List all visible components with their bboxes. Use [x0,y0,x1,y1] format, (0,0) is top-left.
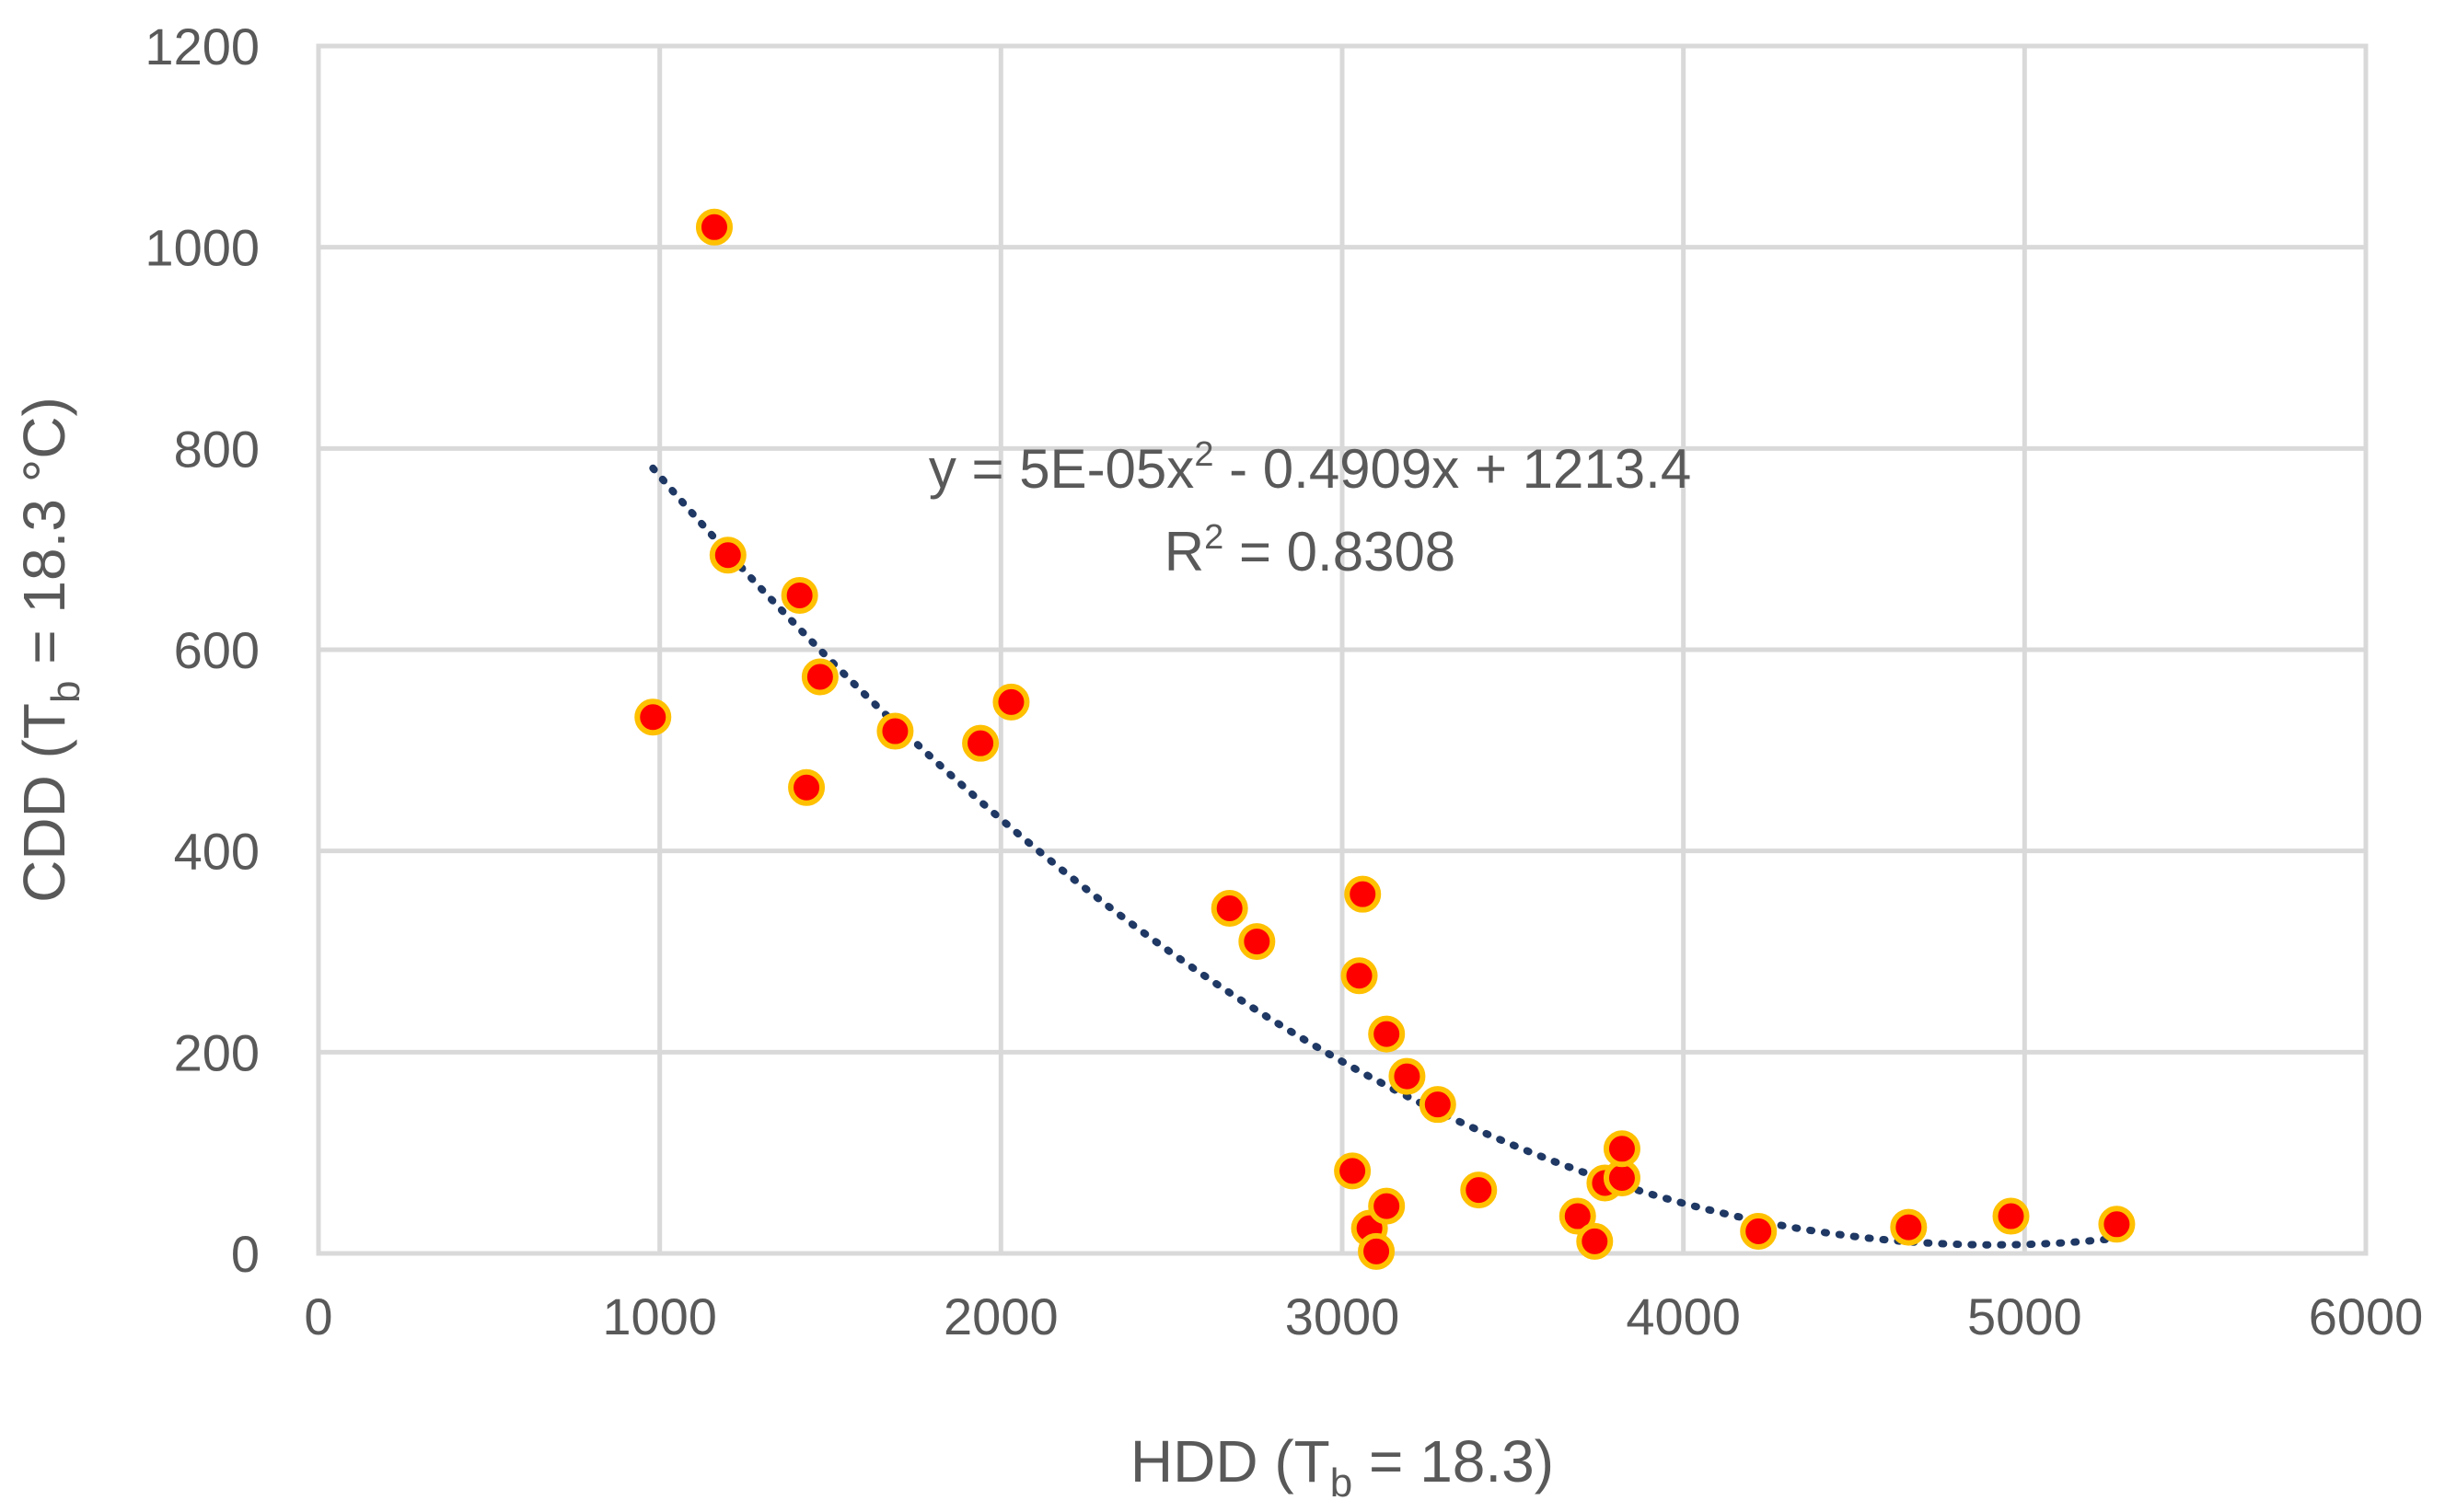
x-tick-label: 0 [304,1287,332,1345]
data-point [2098,1206,2136,1243]
x-tick-label: 3000 [1285,1287,1400,1345]
y-tick-label: 1200 [145,17,260,75]
data-point [695,208,733,246]
y-tick-label: 800 [174,420,260,478]
trendline [649,464,2121,1249]
data-point [1740,1212,1778,1250]
x-axis-ticks: 0 1000 2000 3000 4000 5000 6000 [304,1287,2423,1345]
data-point [781,576,818,614]
data-point [1238,923,1276,961]
y-tick-label: 0 [231,1225,260,1283]
data-point [1388,1057,1426,1095]
data-point [634,698,672,736]
data-point [1419,1086,1456,1124]
data-point [1334,1152,1372,1190]
data-point [1358,1232,1396,1270]
data-point [1559,1197,1596,1235]
data-point [1890,1208,1928,1246]
data-point [992,683,1030,721]
data-points [634,208,2136,1270]
data-point [1368,1187,1406,1225]
x-axis-title: HDD (Tb = 18.3) [1130,1428,1554,1506]
y-tick-label: 400 [174,823,260,881]
data-point [1368,1015,1406,1053]
data-point [1460,1172,1498,1209]
x-tick-label: 4000 [1626,1287,1741,1345]
r-squared-label: R2 = 0.8308 [1165,518,1455,583]
data-point [709,537,747,574]
data-point [801,658,839,696]
x-tick-label: 6000 [2309,1287,2424,1345]
data-point [788,768,826,806]
y-axis-ticks: 0 200 400 600 800 1000 1200 [145,17,260,1283]
trendline-equation: y = 5E-05x2 - 0.4909x + 1213.4 [929,435,1691,500]
y-tick-label: 1000 [145,219,260,277]
x-tick-label: 5000 [1967,1287,2082,1345]
data-point [1344,875,1382,913]
data-point [876,712,914,750]
y-axis-title: CDD (Tb = 18.3 °C) [11,397,88,903]
data-point [962,724,1000,762]
data-point [1603,1130,1640,1168]
plot-area-border [316,43,2369,1256]
data-point [1340,957,1378,995]
y-tick-label: 600 [174,621,260,679]
gridlines [319,46,2366,1253]
data-point [1992,1197,2030,1235]
data-point [1211,889,1248,927]
x-tick-label: 1000 [602,1287,717,1345]
x-tick-label: 2000 [944,1287,1059,1345]
data-point [1576,1222,1614,1260]
y-tick-label: 200 [174,1023,260,1081]
